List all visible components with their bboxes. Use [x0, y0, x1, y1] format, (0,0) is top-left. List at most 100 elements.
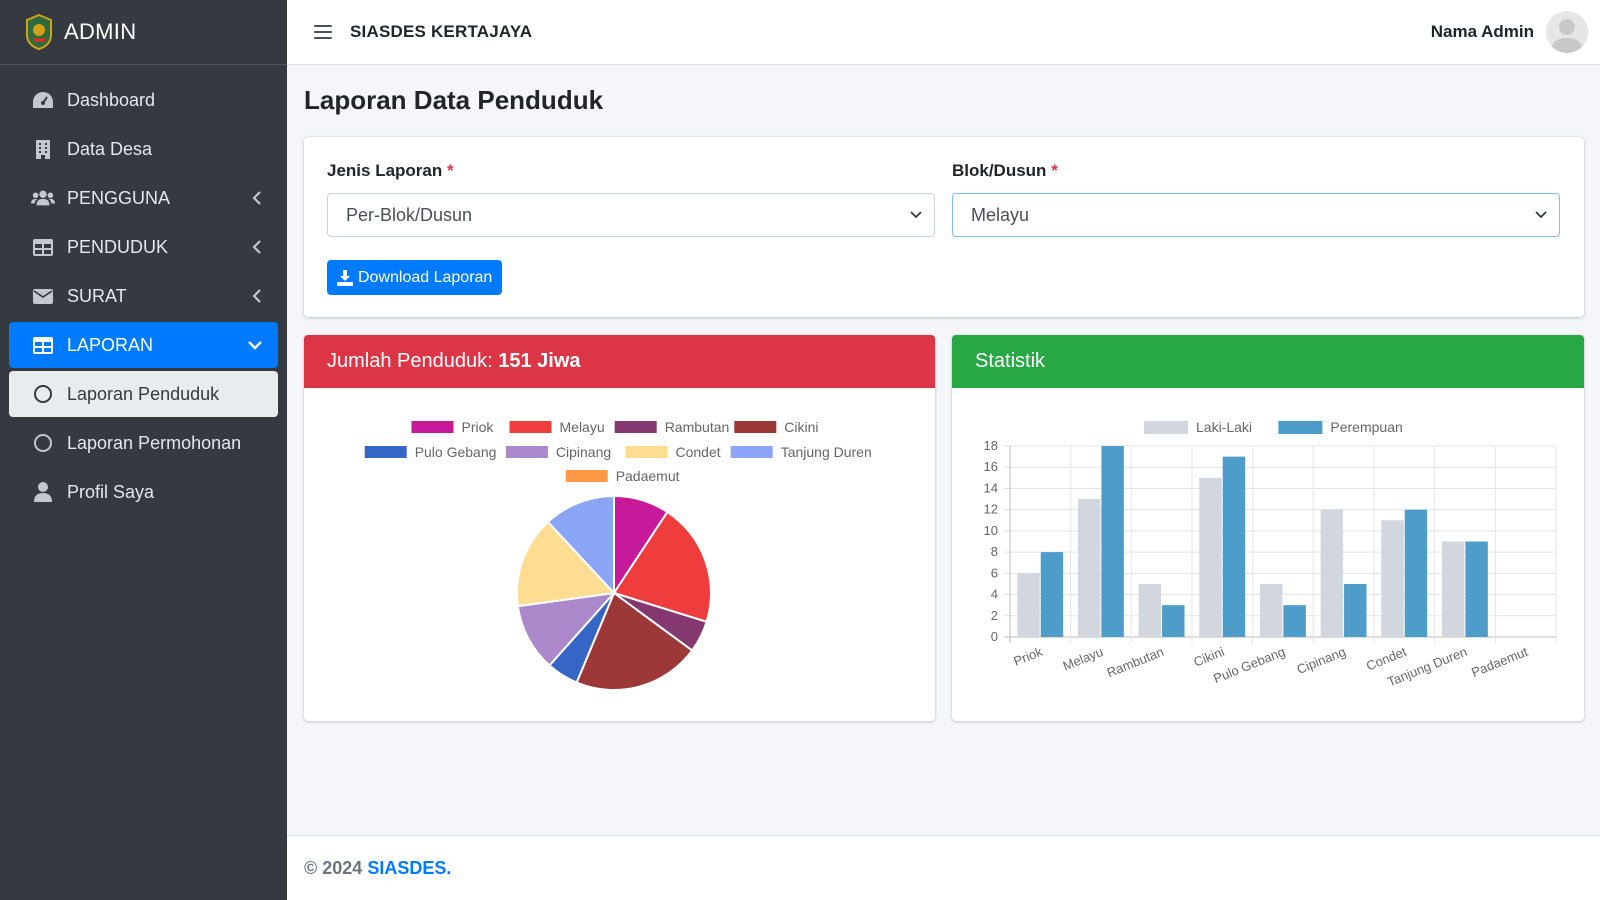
- y-tick-label: 18: [984, 438, 998, 453]
- y-tick-label: 8: [991, 544, 998, 559]
- sidebar-item-laporan[interactable]: LAPORAN: [9, 322, 278, 368]
- footer-link[interactable]: SIASDES.: [367, 857, 452, 878]
- legend-label: Priok: [462, 419, 495, 435]
- jenis-laporan-select[interactable]: Per-Blok/Dusun: [327, 193, 935, 237]
- brand[interactable]: ADMIN: [0, 0, 287, 65]
- blok-dusun-field: Blok/Dusun * Melayu: [952, 161, 1560, 237]
- circle-icon: [31, 432, 55, 454]
- footer-copyright: © 2024: [304, 857, 363, 878]
- legend-label: Padaemut: [616, 468, 680, 484]
- download-laporan-button[interactable]: Download Laporan: [327, 260, 503, 295]
- chevron-left-icon: [252, 240, 261, 254]
- required-mark: *: [1051, 161, 1058, 180]
- legend-swatch: [614, 421, 657, 433]
- bar-laki-laki: [1017, 573, 1040, 637]
- hamburger-menu-icon[interactable]: [314, 25, 332, 39]
- footer: © 2024 SIASDES.: [287, 835, 1600, 900]
- y-tick-label: 10: [984, 523, 998, 538]
- users-icon: [31, 187, 55, 209]
- blok-dusun-select[interactable]: Melayu: [952, 193, 1560, 237]
- legend-label: Melayu: [560, 419, 605, 435]
- chevron-down-icon: [248, 341, 262, 350]
- legend-swatch: [509, 421, 552, 433]
- bar-perempuan: [1040, 552, 1064, 637]
- legend-swatch: [730, 446, 773, 458]
- chevron-down-icon: [910, 211, 922, 219]
- y-tick-label: 0: [991, 629, 998, 644]
- legend-label: Pulo Gebang: [415, 444, 497, 460]
- sidebar-item-dashboard[interactable]: Dashboard: [9, 77, 278, 123]
- x-tick-label: Melayu: [1061, 644, 1105, 674]
- legend-swatch: [505, 446, 548, 458]
- sidebar-item-laporan-penduduk[interactable]: Laporan Penduduk: [9, 371, 278, 417]
- blok-dusun-value: Melayu: [971, 204, 1030, 225]
- bar-perempuan: [1344, 583, 1367, 637]
- x-tick-label: Cipinang: [1295, 644, 1348, 677]
- legend-label: Cipinang: [556, 444, 611, 460]
- jenis-laporan-field: Jenis Laporan * Per-Blok/Dusun: [327, 161, 935, 237]
- avatar[interactable]: [1546, 11, 1588, 53]
- bar-perempuan: [1222, 456, 1246, 637]
- bar-laki-laki: [1138, 583, 1162, 637]
- legend-swatch: [411, 421, 454, 433]
- bar-laki-laki: [1259, 583, 1283, 637]
- download-icon: [337, 269, 353, 286]
- x-tick-label: Priok: [1011, 644, 1045, 669]
- sidebar-nav: Dashboard Data Desa PENGGUNA PENDUDUK: [0, 65, 287, 515]
- page-title: Laporan Data Penduduk: [304, 85, 604, 115]
- sidebar-item-profil-saya[interactable]: Profil Saya: [9, 469, 278, 515]
- statistik-header: Statistik: [952, 335, 1584, 388]
- table-icon: [31, 334, 55, 356]
- pie-slice-tanjung-duren: [546, 494, 615, 596]
- legend-label: Perempuan: [1330, 419, 1402, 435]
- legend-swatch: [625, 446, 668, 458]
- statistik-card: Statistik Laki-Laki Perempuan 0 2 4 6 8 10 12 14 1…: [952, 335, 1584, 721]
- bar-chart: Laki-Laki Perempuan 0 2 4 6 8 10 12 14 16 18 Priok Me…: [984, 419, 1557, 689]
- pie-slice-cikini: [575, 591, 694, 691]
- filter-card: Jenis Laporan * Per-Blok/Dusun Blok/Dusu…: [304, 137, 1584, 317]
- sidebar-item-label: Profil Saya: [67, 481, 155, 502]
- blok-dusun-label: Blok/Dusun *: [952, 161, 1058, 180]
- sidebar-item-surat[interactable]: SURAT: [9, 273, 278, 319]
- pie-slice-condet: [516, 520, 617, 608]
- legend-swatch: [734, 421, 777, 433]
- sidebar-item-label: Laporan Penduduk: [67, 383, 220, 404]
- user-icon: [31, 481, 55, 503]
- dashboard-icon: [31, 89, 55, 111]
- chevron-left-icon: [252, 289, 261, 303]
- y-tick-label: 16: [984, 459, 998, 474]
- top-navbar: SIASDES KERTAJAYA Nama Admin: [287, 0, 1600, 65]
- envelope-icon: [31, 285, 55, 307]
- brand-title: ADMIN: [64, 19, 137, 44]
- bar-laki-laki: [1381, 520, 1404, 637]
- sidebar-item-label: Laporan Permohonan: [67, 432, 242, 453]
- bar-perempuan: [1101, 446, 1124, 637]
- legend-label: Laki-Laki: [1196, 419, 1252, 435]
- jumlah-penduduk-header: Jumlah Penduduk: 151 Jiwa: [304, 335, 935, 388]
- app-name: SIASDES KERTAJAYA: [350, 22, 533, 41]
- bar-perempuan: [1404, 509, 1428, 637]
- legend-label: Tanjung Duren: [781, 444, 872, 460]
- sidebar-item-data-desa[interactable]: Data Desa: [9, 126, 278, 172]
- y-tick-label: 2: [991, 608, 998, 623]
- x-tick-label: Cikini: [1191, 644, 1226, 670]
- download-laporan-label: Download Laporan: [358, 268, 493, 286]
- bar-perempuan: [1283, 605, 1306, 637]
- y-tick-label: 14: [984, 480, 998, 495]
- user-name: Nama Admin: [1430, 22, 1534, 41]
- legend-swatch: [1144, 421, 1188, 434]
- sidebar-item-pengguna[interactable]: PENGGUNA: [9, 175, 278, 221]
- user-menu[interactable]: Nama Admin: [1431, 11, 1588, 53]
- jenis-laporan-label: Jenis Laporan *: [327, 161, 454, 180]
- circle-icon: [31, 383, 55, 405]
- required-mark: *: [447, 161, 454, 180]
- pie-chart: Priok Melayu Rambutan Cikini Pulo Gebang Cipi…: [364, 419, 872, 691]
- sidebar-item-penduduk[interactable]: PENDUDUK: [9, 224, 278, 270]
- pie-slice-melayu: [612, 510, 712, 624]
- jumlah-penduduk-value: 151 Jiwa: [498, 350, 581, 372]
- jumlah-penduduk-prefix: Jumlah Penduduk:: [327, 350, 499, 372]
- sidebar-item-label: LAPORAN: [67, 334, 154, 355]
- jenis-laporan-value: Per-Blok/Dusun: [346, 204, 473, 225]
- sidebar-item-laporan-permohonan[interactable]: Laporan Permohonan: [9, 420, 278, 466]
- sidebar: ADMIN Dashboard Data Desa PENGGUNA P: [0, 0, 287, 900]
